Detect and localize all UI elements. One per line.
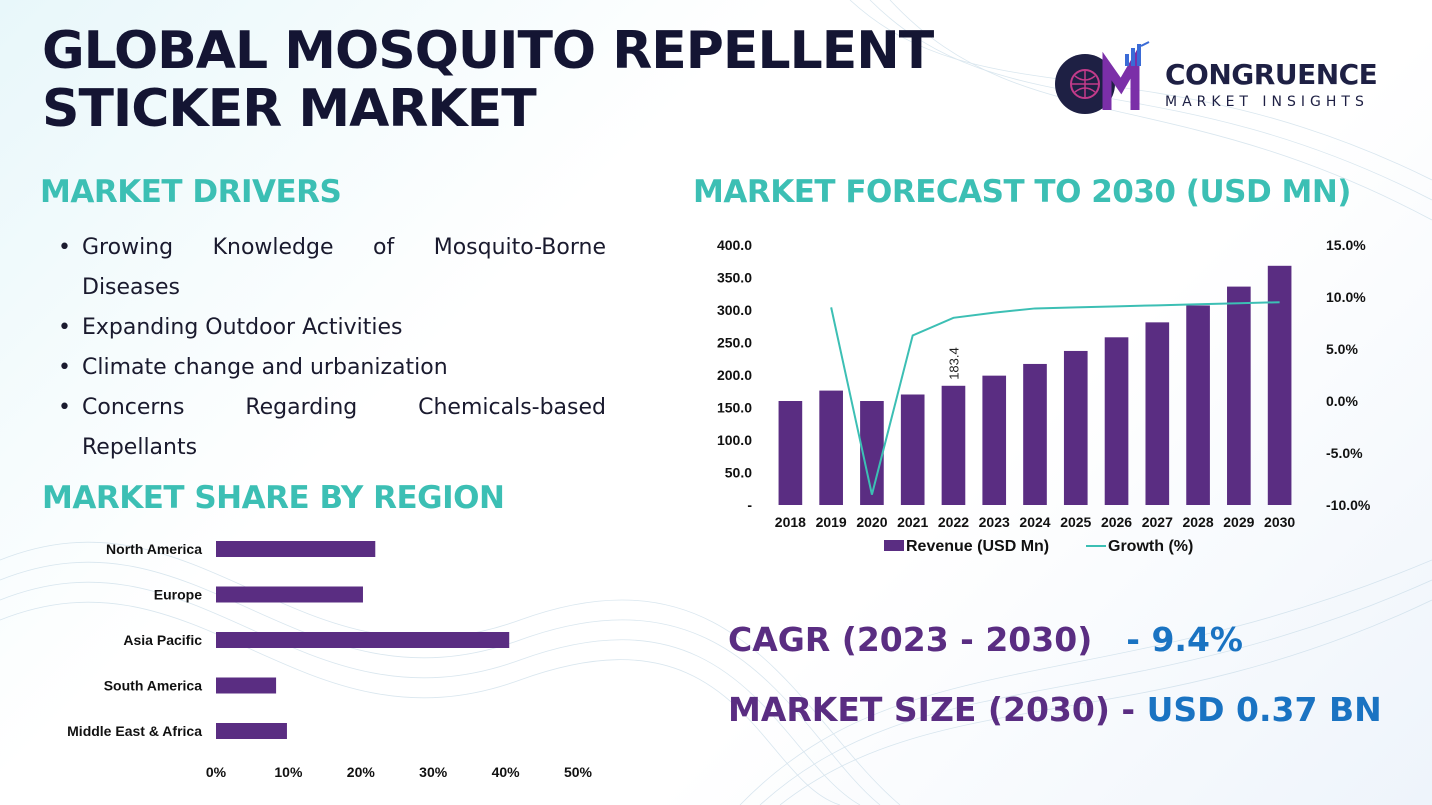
forecast-chart: - 50.0 100.0 150.0 200.0 250.0 300.0 350.0 400.0… xyxy=(717,237,1371,555)
y-tick-label: 350.0 xyxy=(717,270,752,286)
y-tick-label: 100.0 xyxy=(717,432,752,448)
x-tick-label: 2025 xyxy=(1060,514,1091,530)
y-tick-label: 50.0 xyxy=(725,465,752,481)
y2-tick-label: -5.0% xyxy=(1326,445,1363,461)
forecast-title: MARKET FORECAST TO 2030 (USD MN) xyxy=(693,174,1351,210)
region-bar xyxy=(216,586,363,603)
cagr-stat: CAGR (2023 - 2030) - 9.4% xyxy=(728,620,1243,659)
revenue-bar xyxy=(778,401,803,505)
logo-mark-icon xyxy=(1055,41,1150,114)
revenue-bar xyxy=(941,385,966,505)
driver-item: Expanding Outdoor Activities xyxy=(58,308,606,348)
region-label: South America xyxy=(104,678,202,694)
x-tick-label: 2023 xyxy=(979,514,1010,530)
y2-tick-label: 5.0% xyxy=(1326,341,1358,357)
y-tick-label: 250.0 xyxy=(717,335,752,351)
market-size-label: MARKET SIZE (2030) - xyxy=(728,690,1147,729)
region-title: MARKET SHARE BY REGION xyxy=(42,480,505,516)
x-tick-label: 2019 xyxy=(816,514,847,530)
x-tick-label: 10% xyxy=(274,764,303,780)
revenue-bar xyxy=(860,401,884,505)
x-tick-label: 2029 xyxy=(1223,514,1254,530)
x-tick-label: 40% xyxy=(492,764,521,780)
revenue-bar xyxy=(1227,286,1251,505)
region-bar xyxy=(216,723,287,739)
x-tick-label: 20% xyxy=(347,764,376,780)
x-tick-label: 2026 xyxy=(1101,514,1132,530)
revenue-bar xyxy=(982,375,1007,505)
region-label: North America xyxy=(106,541,202,557)
x-tick-label: 2018 xyxy=(775,514,806,530)
revenue-bar xyxy=(1186,305,1210,505)
x-tick-label: 50% xyxy=(564,764,593,780)
y2-tick-label: 0.0% xyxy=(1326,393,1358,409)
y-tick-label: 300.0 xyxy=(717,302,752,318)
legend-label-growth: Growth (%) xyxy=(1108,538,1193,555)
x-tick-label: 2020 xyxy=(856,514,887,530)
x-tick-label: 2030 xyxy=(1264,514,1295,530)
revenue-bar xyxy=(1023,363,1047,505)
market-size-value: USD 0.37 BN xyxy=(1146,690,1382,729)
driver-item: Concerns Regarding Chemicals-based Repel… xyxy=(58,388,606,468)
y2-tick-label: 10.0% xyxy=(1326,289,1366,305)
legend-label-revenue: Revenue (USD Mn) xyxy=(906,538,1049,555)
data-label: 183.4 xyxy=(946,347,961,380)
revenue-bar xyxy=(819,390,843,505)
y2-tick-label: -10.0% xyxy=(1326,497,1371,513)
region-bar xyxy=(216,677,277,694)
title-line-1: GLOBAL MOSQUITO REPELLENT xyxy=(42,21,934,81)
market-size-stat: MARKET SIZE (2030) - USD 0.37 BN xyxy=(728,690,1382,729)
drivers-title: MARKET DRIVERS xyxy=(40,174,342,210)
region-label: Europe xyxy=(154,587,202,603)
y-tick-label: 400.0 xyxy=(717,237,752,253)
x-tick-label: 2021 xyxy=(897,514,928,530)
x-tick-label: 2028 xyxy=(1182,514,1213,530)
growth-line xyxy=(830,301,1280,495)
y2-tick-label: 15.0% xyxy=(1326,237,1366,253)
x-tick-label: 2027 xyxy=(1142,514,1173,530)
revenue-bar xyxy=(1104,337,1129,505)
y-tick-label: - xyxy=(747,497,752,513)
title-line-2: STICKER MARKET xyxy=(42,79,537,139)
region-bar xyxy=(216,541,376,557)
region-bar xyxy=(216,632,510,648)
region-chart: North America Europe Asia Pacific South Ame… xyxy=(67,541,593,780)
region-label: Middle East & Africa xyxy=(67,723,202,739)
logo-subtitle: MARKET INSIGHTS xyxy=(1165,94,1369,110)
logo-name: CONGRUENCE xyxy=(1165,58,1378,91)
drivers-list: Growing Knowledge of Mosquito-Borne Dise… xyxy=(58,228,606,468)
x-tick-label: 2022 xyxy=(938,514,969,530)
driver-item: Climate change and urbanization xyxy=(58,348,606,388)
company-logo: CONGRUENCE MARKET INSIGHTS xyxy=(1045,40,1395,120)
revenue-bar xyxy=(1145,322,1170,505)
revenue-bar xyxy=(1267,265,1292,505)
driver-item: Growing Knowledge of Mosquito-Borne Dise… xyxy=(58,228,606,308)
x-tick-label: 0% xyxy=(206,764,227,780)
page-title: GLOBAL MOSQUITO REPELLENT STICKER MARKET xyxy=(42,22,1042,138)
y-tick-label: 200.0 xyxy=(717,367,752,383)
revenue-bar xyxy=(1063,350,1088,505)
x-tick-label: 2024 xyxy=(1019,514,1050,530)
x-tick-label: 30% xyxy=(419,764,448,780)
cagr-label: CAGR (2023 - 2030) xyxy=(728,620,1093,659)
y-tick-label: 150.0 xyxy=(717,400,752,416)
region-label: Asia Pacific xyxy=(123,632,202,648)
cagr-value: - 9.4% xyxy=(1126,620,1243,659)
revenue-bar xyxy=(900,394,925,505)
legend-swatch-revenue xyxy=(884,540,904,551)
